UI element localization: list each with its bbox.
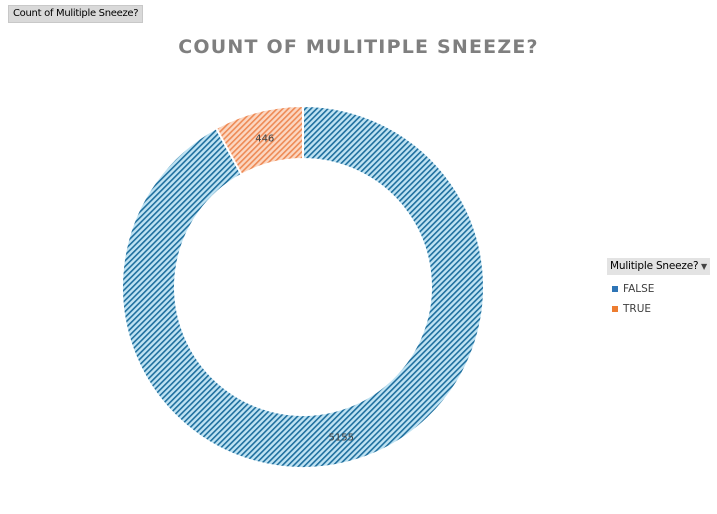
dropdown-arrow-icon[interactable]: ▼ [701,262,707,271]
legend-item-true: TRUE [607,303,710,315]
legend-item-false: FALSE [607,283,710,295]
legend-swatch-icon [612,286,618,292]
data-label-true: 446 [255,133,274,144]
legend: Mulitiple Sneeze? ▼ FALSE TRUE [607,258,710,315]
slice-true[interactable] [214,104,304,177]
chart-title: COUNT OF MULITIPLE SNEEZE? [178,36,539,58]
legend-label: TRUE [623,303,652,315]
slice-false[interactable] [121,104,485,469]
pivot-field-button[interactable]: Count of Mulitiple Sneeze? [8,5,144,23]
legend-title: Mulitiple Sneeze? [610,260,699,272]
data-label-false: 5155 [329,433,354,444]
legend-label: FALSE [623,283,655,295]
legend-swatch-icon [612,306,618,312]
legend-filter-button[interactable]: Mulitiple Sneeze? ▼ [607,258,710,275]
